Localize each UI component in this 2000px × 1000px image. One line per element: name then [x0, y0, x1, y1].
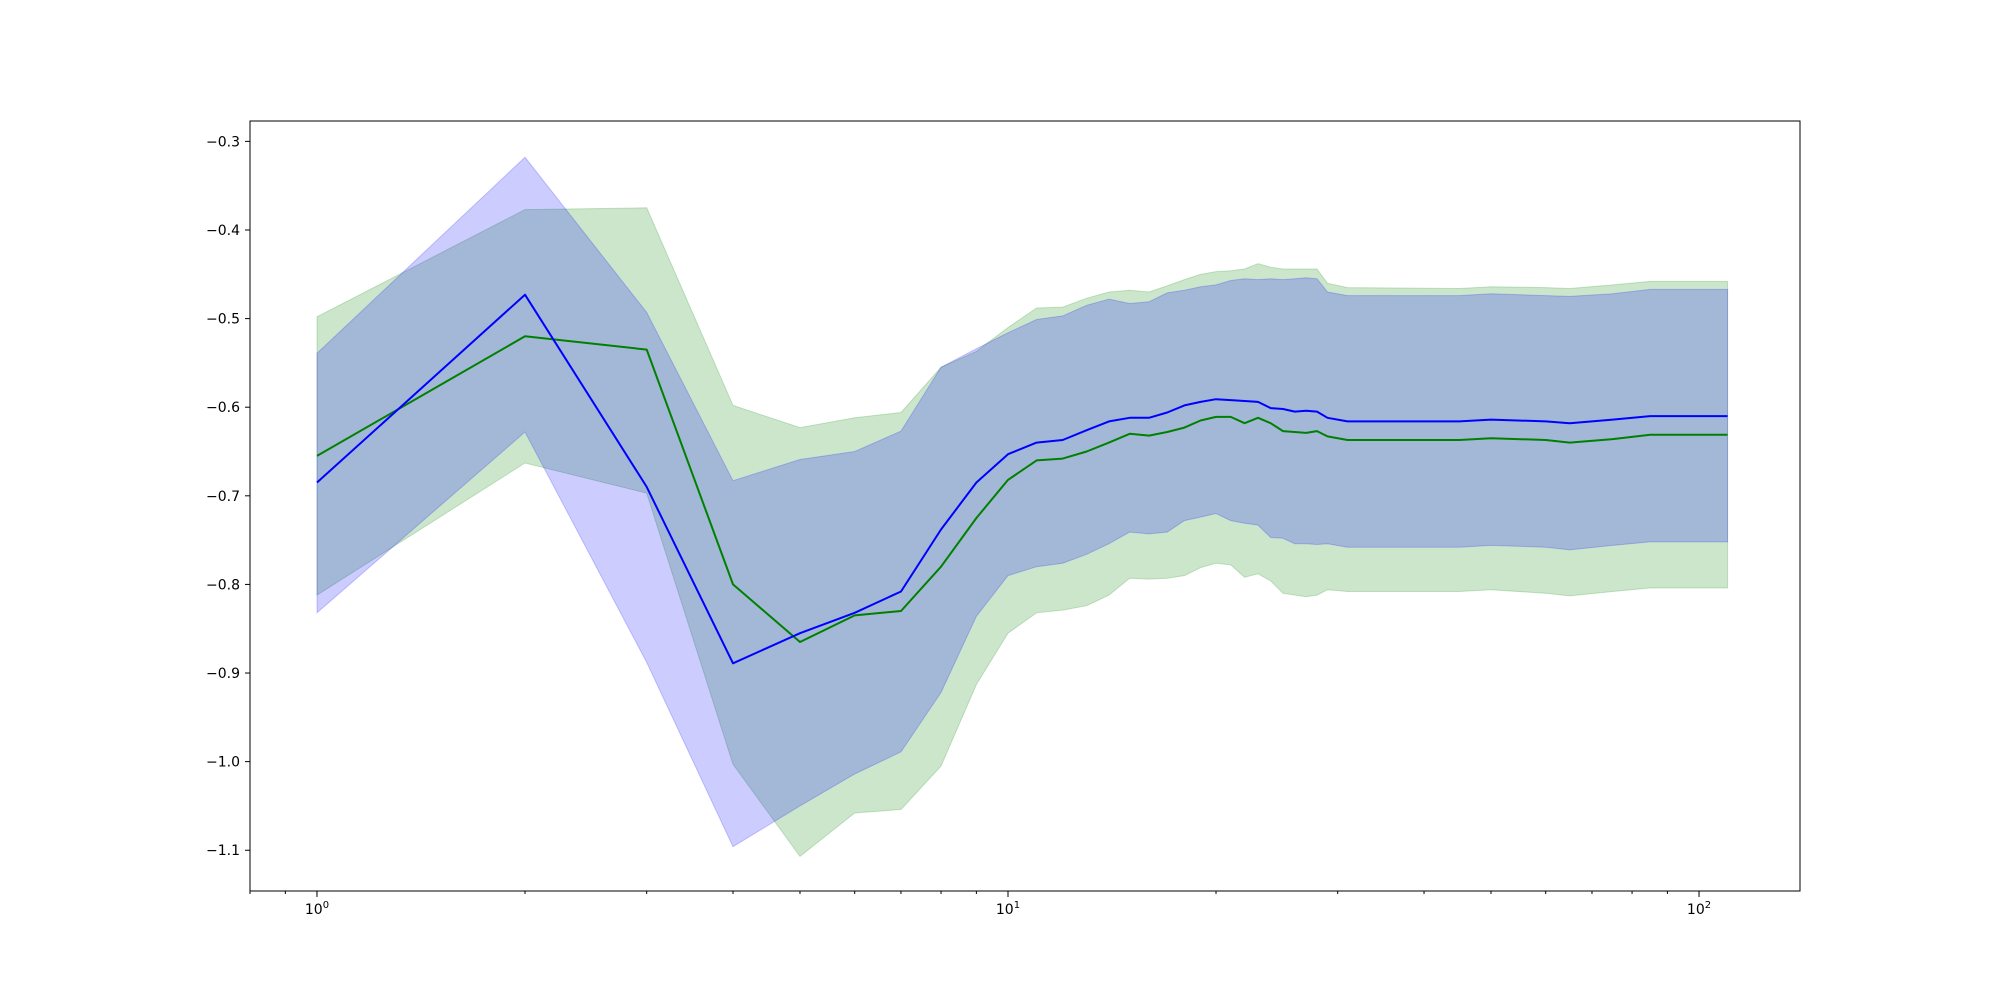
y-axis: −0.3 −0.4 −0.5 −0.6 −0.7 −0.8 −0.9 −1.0 −1.1 [206, 134, 250, 859]
series-2-line [316, 293, 1728, 665]
y-tick-label: −0.5 [206, 312, 240, 328]
plot-frame [249, 120, 1801, 892]
series-2-band [316, 156, 1729, 848]
y-tick-label: −0.7 [206, 489, 240, 505]
y-tick-label: −0.4 [206, 223, 240, 239]
y-tick-label: −1.0 [206, 755, 240, 771]
y-tick-label: −0.9 [206, 666, 240, 682]
y-tick-label: −0.8 [206, 577, 240, 593]
y-tick-label: −1.1 [206, 843, 240, 859]
series-1-line [316, 335, 1728, 643]
y-tick-label: −0.6 [206, 400, 240, 416]
series-lines [316, 293, 1728, 665]
series-1-band [316, 207, 1729, 858]
confidence-bands [316, 156, 1729, 858]
y-tick-label: −0.3 [206, 134, 240, 150]
